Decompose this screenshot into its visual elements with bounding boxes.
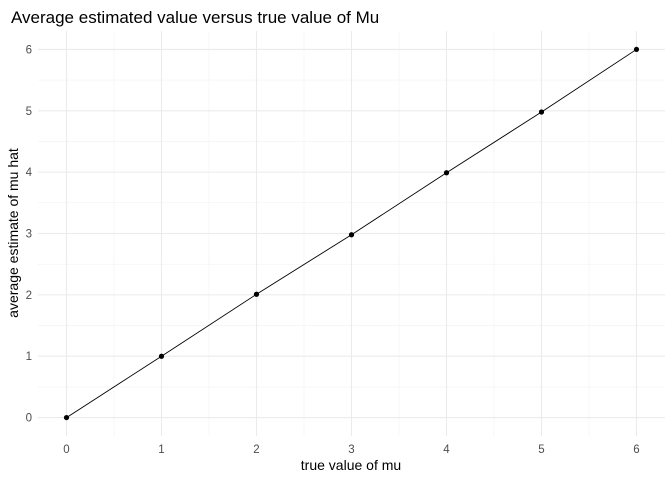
data-point: [538, 109, 545, 115]
y-tick-label: 0: [26, 413, 32, 425]
x-tick-label: 6: [633, 444, 639, 456]
y-tick-label: 3: [26, 229, 32, 241]
data-point: [633, 46, 640, 53]
y-tick-label: 6: [26, 44, 32, 56]
data-point: [158, 353, 165, 359]
major-gridlines: [38, 31, 665, 436]
y-tick-labels: 0 1 2 3 4 5 6: [26, 44, 33, 424]
x-axis-title: true value of mu: [301, 457, 401, 473]
x-tick-label: 1: [158, 444, 164, 456]
y-tick-label: 4: [26, 167, 33, 179]
x-tick-label: 2: [253, 444, 259, 456]
series-layer: [63, 46, 640, 421]
y-tick-label: 2: [26, 290, 32, 302]
x-tick-label: 0: [63, 444, 69, 456]
y-axis-title: average estimate of mu hat: [5, 148, 21, 318]
chart-title: Average estimated value versus true valu…: [11, 8, 379, 27]
data-point: [443, 170, 450, 176]
x-tick-label: 3: [348, 444, 354, 456]
data-point: [253, 291, 260, 297]
y-tick-label: 5: [26, 106, 32, 118]
x-tick-label: 4: [443, 444, 450, 456]
x-tick-labels: 0 1 2 3 4 5 6: [63, 444, 639, 456]
data-point: [63, 414, 70, 421]
x-tick-label: 5: [538, 444, 544, 456]
data-point: [348, 232, 355, 238]
y-tick-label: 1: [26, 351, 32, 363]
